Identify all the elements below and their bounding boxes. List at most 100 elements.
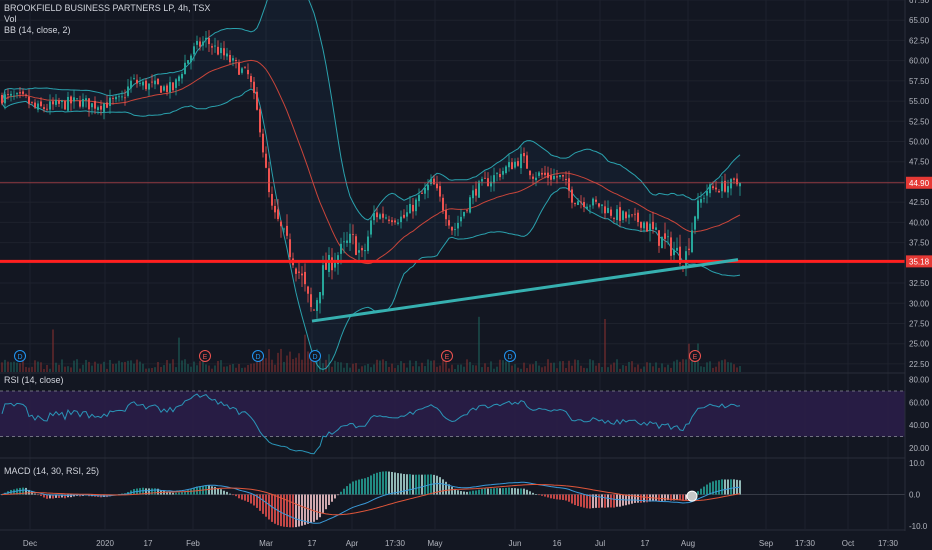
candle-body[interactable]	[577, 201, 579, 205]
candle-body[interactable]	[223, 48, 225, 56]
rsi-legend-label[interactable]: RSI (14, close)	[4, 375, 64, 385]
candle-body[interactable]	[589, 205, 591, 207]
candle-body[interactable]	[427, 184, 429, 191]
candle-body[interactable]	[4, 94, 6, 104]
candle-body[interactable]	[667, 236, 669, 238]
candle-body[interactable]	[706, 191, 708, 196]
macd-line[interactable]	[1, 481, 741, 524]
candle-body[interactable]	[364, 250, 366, 252]
candle-body[interactable]	[52, 101, 54, 105]
candle-body[interactable]	[673, 249, 675, 256]
candle-body[interactable]	[694, 216, 696, 230]
candle-body[interactable]	[646, 222, 648, 232]
candle-body[interactable]	[193, 46, 195, 55]
candle-body[interactable]	[316, 300, 318, 311]
candle-body[interactable]	[562, 174, 564, 177]
candle-body[interactable]	[136, 79, 138, 84]
candle-body[interactable]	[298, 271, 300, 273]
candle-body[interactable]	[160, 85, 162, 93]
candle-body[interactable]	[697, 200, 699, 219]
candle-body[interactable]	[241, 68, 243, 73]
candle-body[interactable]	[655, 227, 657, 230]
candle-body[interactable]	[724, 180, 726, 192]
candle-body[interactable]	[391, 220, 393, 223]
candle-body[interactable]	[367, 236, 369, 251]
candle-body[interactable]	[328, 254, 330, 272]
candle-body[interactable]	[736, 178, 738, 185]
macd-pane[interactable]	[0, 471, 905, 528]
candle-body[interactable]	[469, 197, 471, 213]
candle-body[interactable]	[496, 173, 498, 175]
candle-body[interactable]	[169, 82, 171, 93]
candle-body[interactable]	[199, 41, 201, 47]
candle-body[interactable]	[118, 96, 120, 98]
candle-body[interactable]	[595, 199, 597, 202]
rsi-pane[interactable]	[0, 390, 905, 455]
candle-body[interactable]	[43, 107, 45, 109]
candle-body[interactable]	[1, 95, 3, 104]
candle-body[interactable]	[175, 79, 177, 88]
candle-body[interactable]	[121, 96, 123, 98]
candle-body[interactable]	[46, 108, 48, 110]
candle-body[interactable]	[664, 233, 666, 239]
candle-body[interactable]	[139, 83, 141, 84]
candle-body[interactable]	[25, 94, 27, 96]
candle-body[interactable]	[109, 97, 111, 107]
macd-legend-label[interactable]: MACD (14, 30, RSI, 25)	[4, 466, 100, 476]
candle-body[interactable]	[628, 214, 630, 218]
candle-body[interactable]	[553, 175, 555, 180]
candle-body[interactable]	[385, 217, 387, 219]
candle-body[interactable]	[376, 212, 378, 218]
candle-body[interactable]	[151, 81, 153, 83]
candle-body[interactable]	[586, 206, 588, 209]
candle-body[interactable]	[178, 76, 180, 82]
candle-body[interactable]	[487, 178, 489, 186]
candle-body[interactable]	[10, 93, 12, 96]
candle-body[interactable]	[295, 268, 297, 274]
candle-body[interactable]	[454, 229, 456, 230]
candle-body[interactable]	[397, 222, 399, 224]
candle-body[interactable]	[67, 96, 69, 111]
candle-body[interactable]	[535, 177, 537, 181]
candle-body[interactable]	[715, 187, 717, 190]
candle-body[interactable]	[688, 248, 690, 250]
candle-body[interactable]	[22, 91, 24, 94]
candle-body[interactable]	[520, 153, 522, 169]
candle-body[interactable]	[721, 181, 723, 192]
candle-body[interactable]	[337, 255, 339, 265]
candle-body[interactable]	[718, 190, 720, 193]
candle-body[interactable]	[388, 219, 390, 221]
candle-body[interactable]	[379, 214, 381, 219]
candle-body[interactable]	[127, 86, 129, 96]
candle-body[interactable]	[187, 60, 189, 64]
candle-body[interactable]	[703, 197, 705, 199]
candle-body[interactable]	[541, 172, 543, 175]
event-marker-icon[interactable]	[504, 350, 516, 362]
candle-body[interactable]	[115, 96, 117, 100]
candle-body[interactable]	[709, 184, 711, 194]
candle-body[interactable]	[238, 62, 240, 75]
candle-body[interactable]	[712, 186, 714, 189]
candle-body[interactable]	[508, 162, 510, 168]
candle-body[interactable]	[478, 181, 480, 198]
candle-body[interactable]	[610, 209, 612, 216]
candle-body[interactable]	[556, 176, 558, 178]
candle-body[interactable]	[64, 101, 66, 110]
candle-body[interactable]	[202, 41, 204, 46]
candle-body[interactable]	[268, 168, 270, 193]
candle-body[interactable]	[106, 102, 108, 108]
candle-body[interactable]	[733, 178, 735, 180]
candle-body[interactable]	[607, 207, 609, 213]
candle-body[interactable]	[661, 236, 663, 249]
candle-body[interactable]	[352, 234, 354, 235]
candle-body[interactable]	[289, 239, 291, 258]
candle-body[interactable]	[70, 96, 72, 104]
candle-body[interactable]	[271, 193, 273, 206]
candle-body[interactable]	[154, 80, 156, 85]
rsi-legend[interactable]: RSI (14, close)	[4, 375, 64, 386]
candle-body[interactable]	[547, 172, 549, 178]
candle-body[interactable]	[631, 214, 633, 216]
candle-body[interactable]	[382, 213, 384, 218]
candle-body[interactable]	[229, 54, 231, 63]
candle-body[interactable]	[424, 188, 426, 194]
